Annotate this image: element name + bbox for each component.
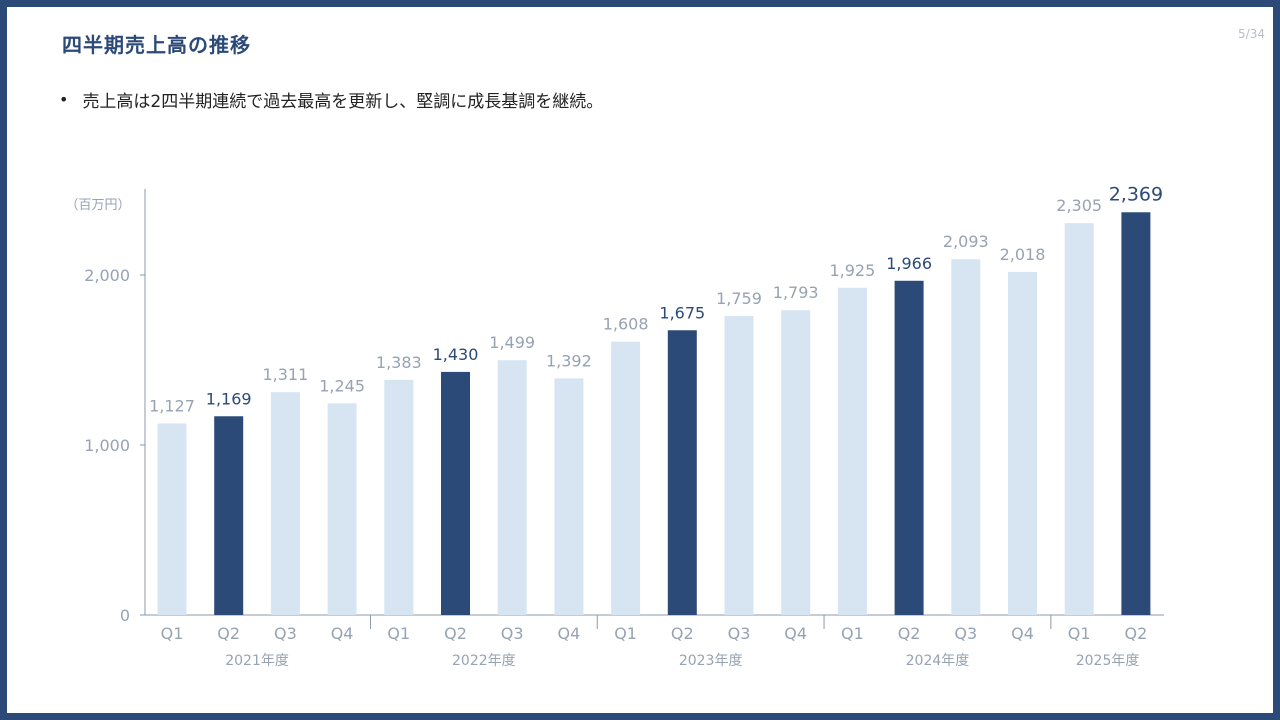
y-tick-label: 2,000	[84, 266, 130, 285]
x-category-label: Q4	[784, 624, 807, 643]
x-category-label: Q1	[387, 624, 410, 643]
bar-value-label: 1,127	[149, 396, 195, 415]
x-category-label: Q3	[954, 624, 977, 643]
x-category-label: Q2	[1125, 624, 1148, 643]
bar	[781, 310, 811, 615]
slide: 四半期売上高の推移 5/34 • 売上高は2四半期連続で過去最高を更新し、堅調に…	[7, 7, 1273, 713]
bar-value-label: 1,311	[262, 365, 308, 384]
x-category-label: Q4	[331, 624, 354, 643]
bar	[214, 416, 244, 615]
bar	[894, 280, 924, 615]
bar-value-label: 2,369	[1109, 183, 1163, 205]
x-group-label: 2025年度	[1076, 653, 1140, 669]
bar	[611, 341, 641, 615]
x-category-label: Q2	[671, 624, 694, 643]
bar	[951, 259, 981, 615]
bar-value-label: 1,675	[659, 303, 705, 322]
bar	[837, 287, 867, 615]
bar	[384, 379, 414, 615]
y-tick-label: 1,000	[84, 436, 130, 455]
bar-value-label: 1,169	[206, 389, 252, 408]
bar-value-label: 1,966	[886, 254, 932, 273]
bar-value-label: 2,093	[943, 232, 989, 251]
x-category-label: Q1	[161, 624, 184, 643]
bar-value-label: 1,793	[773, 283, 819, 302]
bullet-item: • 売上高は2四半期連続で過去最高を更新し、堅調に成長基調を継続。	[59, 87, 603, 112]
x-category-label: Q2	[898, 624, 921, 643]
bar-value-label: 1,925	[829, 261, 875, 280]
x-category-label: Q3	[501, 624, 524, 643]
bar	[270, 392, 300, 615]
bar	[1064, 223, 1094, 615]
bar	[157, 423, 187, 615]
bullet-dot-icon: •	[59, 90, 69, 109]
x-category-label: Q4	[1011, 624, 1034, 643]
x-category-label: Q4	[558, 624, 581, 643]
x-category-label: Q2	[444, 624, 467, 643]
y-unit-label: （百万円）	[65, 198, 130, 213]
x-category-label: Q1	[1068, 624, 1091, 643]
page-number: 5/34	[1238, 27, 1265, 41]
sales-bar-chart: 0 1,000 2,000 （百万円） 1,127 Q1 1,169 Q2 1,311 Q3 1,2…	[65, 183, 1164, 669]
x-group-label: 2023年度	[679, 653, 743, 669]
x-category-label: Q2	[217, 624, 240, 643]
bar	[441, 371, 470, 615]
bar-value-label: 2,305	[1056, 196, 1102, 215]
bar-value-label: 1,392	[546, 351, 592, 370]
bar-value-label: 1,499	[489, 333, 535, 352]
bar	[497, 360, 527, 615]
bar	[554, 378, 584, 615]
bar	[1121, 212, 1151, 615]
bar-value-label: 1,383	[376, 353, 422, 372]
bar-value-label: 1,608	[603, 315, 649, 334]
bar	[667, 330, 697, 615]
bar	[327, 403, 357, 615]
x-group-label: 2022年度	[452, 653, 516, 669]
page-title: 四半期売上高の推移	[62, 33, 251, 57]
bar	[724, 315, 754, 615]
bar-value-label: 1,759	[716, 289, 762, 308]
bar-value-label: 1,430	[433, 345, 479, 364]
x-category-label: Q3	[274, 624, 297, 643]
x-group-label: 2021年度	[225, 653, 289, 669]
x-category-label: Q1	[614, 624, 637, 643]
bar-value-label: 1,245	[319, 376, 365, 395]
x-category-label: Q3	[728, 624, 751, 643]
x-category-label: Q1	[841, 624, 864, 643]
bar	[1008, 271, 1037, 615]
bar-value-label: 2,018	[1000, 245, 1046, 264]
x-group-label: 2024年度	[906, 653, 970, 669]
bullet-text: 売上高は2四半期連続で過去最高を更新し、堅調に成長基調を継続。	[82, 92, 604, 112]
y-tick-label: 0	[120, 606, 130, 625]
